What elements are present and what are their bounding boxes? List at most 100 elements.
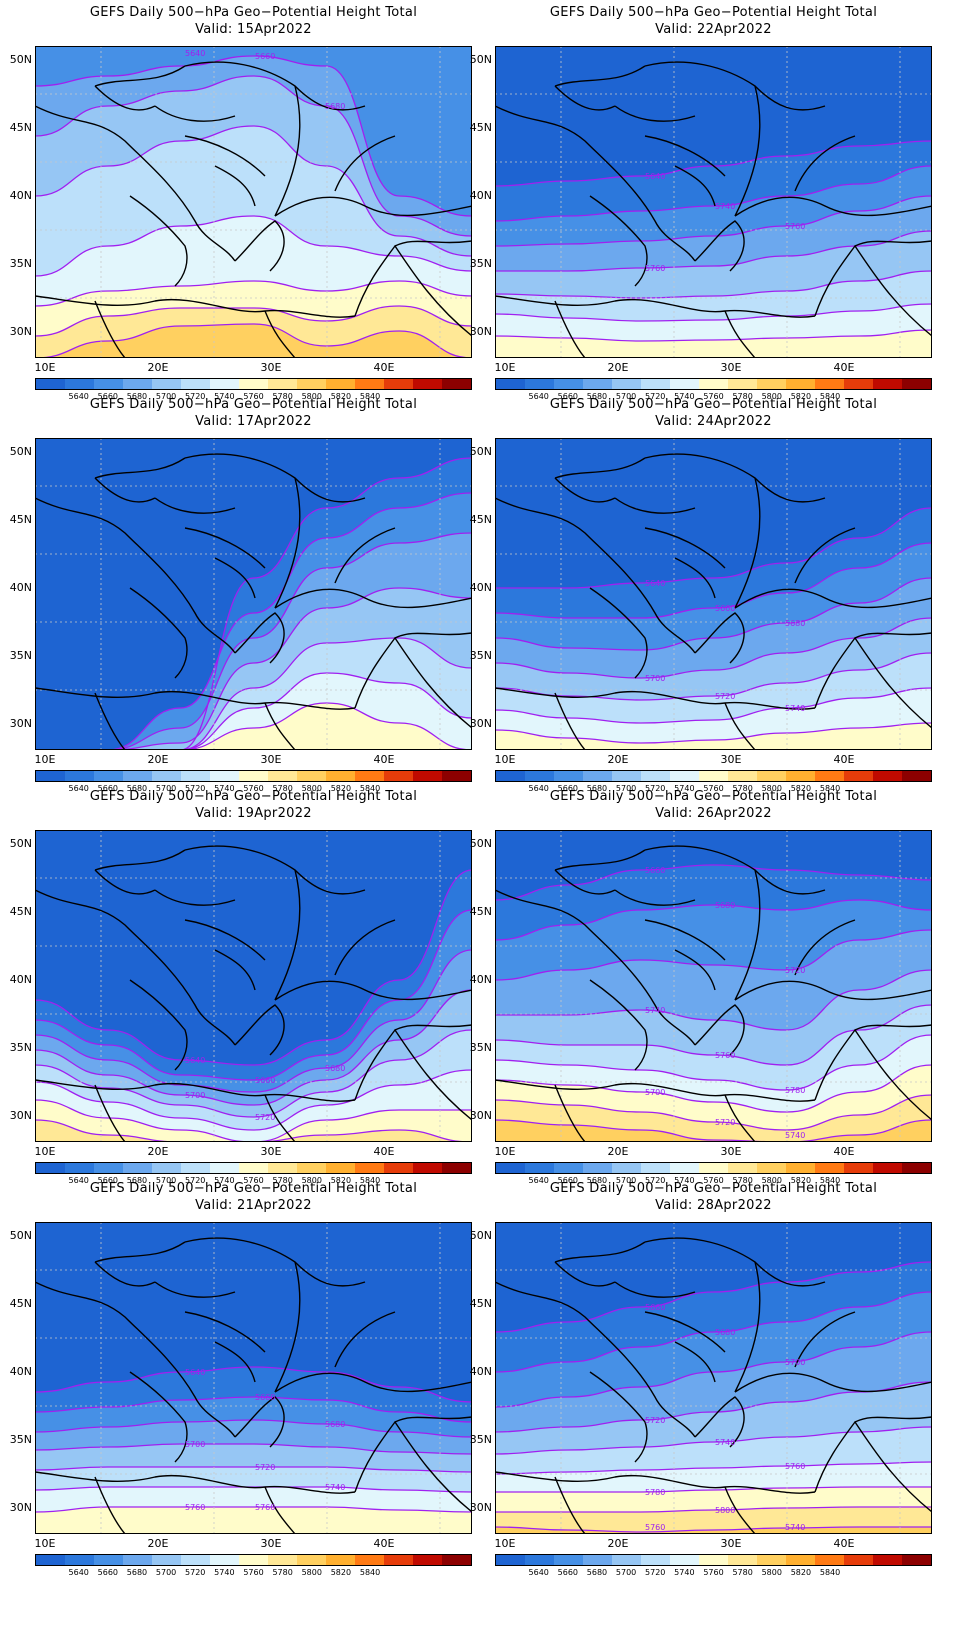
longitude-label: 30E (260, 1537, 282, 1550)
coastline (264, 702, 296, 750)
coastline (734, 588, 932, 609)
colorbar-segment (641, 1163, 670, 1173)
panel-title-line: GEFS Daily 500−hPa Geo−Potential Height … (549, 397, 878, 412)
colorbar-segment (728, 1163, 757, 1173)
coastline (129, 587, 188, 679)
colorbar-segment (641, 379, 670, 389)
contour-label: 5720 (255, 1113, 275, 1122)
colorbar-segment (36, 1555, 65, 1565)
contour-label: 5780 (645, 1488, 665, 1497)
field-band (495, 723, 932, 750)
coastline (35, 295, 356, 318)
latitude-label: 35N (469, 257, 492, 270)
colorbar-segment (94, 771, 123, 781)
colorbar-segment (496, 1555, 525, 1565)
contour-line (495, 864, 932, 901)
contour-label: 5640 (185, 1368, 205, 1377)
latitude-label: 50N (9, 445, 32, 458)
coastline (94, 85, 156, 111)
colorbar-segment (873, 771, 902, 781)
contour-line (495, 899, 932, 941)
contour-line (35, 125, 472, 257)
colorbar-tick-label: 5660 (97, 1568, 119, 1577)
colorbar-tick-label: 5840 (359, 784, 381, 793)
contour-line (35, 672, 472, 750)
contour-line (495, 507, 932, 589)
colorbar-segment (442, 1163, 471, 1173)
latitude-label: 35N (469, 649, 492, 662)
coastline (854, 632, 932, 639)
contour-label: 5800 (715, 1506, 735, 1515)
colorbar-segment (583, 1555, 612, 1565)
colorbar-segment (670, 771, 699, 781)
contour-label: 5760 (255, 1503, 275, 1512)
panel-title-line: GEFS Daily 500−hPa Geo−Potential Height … (89, 789, 418, 804)
contour-label: 5680 (325, 1420, 345, 1429)
contour-line (35, 1119, 472, 1142)
colorbar-tick-label: 5760 (703, 1568, 724, 1577)
colorbar-tick-label: 5680 (126, 784, 148, 793)
coastline (154, 497, 236, 514)
contour-label: 5640 (185, 1056, 205, 1065)
coastline (554, 477, 616, 503)
map-area: 5640 5660 5680 5700 5720 5740 (495, 438, 932, 750)
contour-label: 5660 (645, 866, 665, 875)
colorbar-tick-label: 5840 (359, 1176, 381, 1185)
contour-line (35, 869, 472, 1066)
coastline (794, 527, 856, 584)
colorbar-segment (36, 1163, 65, 1173)
colorbar-tick-label: 5840 (819, 1568, 841, 1577)
coastline (674, 557, 716, 599)
colorbar-tick-label: 5820 (790, 784, 812, 793)
colorbar-tick-label: 5800 (761, 392, 782, 401)
coastline (694, 612, 745, 664)
colorbar-tick-label: 5680 (126, 1568, 148, 1577)
map-panel: GEFS Daily 500−hPa Geo−Potential Height … (460, 784, 942, 1194)
colorbar (495, 378, 932, 390)
contour-line (495, 270, 932, 299)
colorbar-tick-label: 5820 (330, 1568, 352, 1577)
colorbar-segment (873, 1163, 902, 1173)
colorbar-labels: 5640 5660 5680 5700 5720 5740 5760 5780 5800 5820… (495, 1568, 932, 1580)
coastline (274, 85, 301, 217)
colorbar-segment (65, 379, 94, 389)
contour-line (495, 1291, 932, 1373)
panel-title: GEFS Daily 500−hPa Geo−Potential Height … (495, 1180, 932, 1214)
coastline (94, 849, 186, 871)
colorbar-segment (181, 1163, 210, 1173)
colorbar-segment (65, 1555, 94, 1565)
colorbar-tick-label: 5760 (243, 392, 264, 401)
contour-label: 5720 (715, 692, 735, 701)
contour-label: 5740 (785, 1131, 805, 1140)
colorbar-tick-label: 5700 (155, 1568, 177, 1577)
colorbar-segment (297, 1163, 326, 1173)
colorbar-segment (413, 1555, 442, 1565)
colorbar-labels: 5640 5660 5680 5700 5720 5740 5760 5780 5800 5820… (35, 1568, 472, 1580)
coastline (674, 949, 716, 991)
contour-label: 5700 (785, 1358, 805, 1367)
colorbar-segment (786, 1163, 815, 1173)
latitude-label: 50N (9, 53, 32, 66)
colorbar-segment (873, 379, 902, 389)
coastline (94, 65, 186, 87)
colorbar-segment (728, 1555, 757, 1565)
map-area (35, 438, 472, 750)
colorbar-segment (384, 1163, 413, 1173)
coastline (154, 105, 236, 122)
colorbar-labels: 5640 5660 5680 5700 5720 5740 5760 5780 5800 5820… (495, 392, 932, 404)
contour-label: 5760 (715, 1051, 735, 1060)
contour-line (35, 1419, 472, 1438)
colorbar-segment (297, 1555, 326, 1565)
colorbar-segment (413, 379, 442, 389)
coastline (154, 889, 236, 906)
colorbar-segment (355, 771, 384, 781)
colorbar-tick-label: 5800 (301, 784, 322, 793)
coastline (94, 1476, 126, 1534)
colorbar-tick-label: 5640 (68, 1568, 89, 1577)
coastline (644, 135, 726, 177)
coastline (214, 165, 256, 207)
contour-line (495, 1486, 932, 1493)
panel-valid-date: Valid: 19Apr2022 (195, 806, 312, 821)
colorbar-tick-label: 5700 (615, 784, 637, 793)
contour-label: 5700 (185, 1440, 205, 1449)
